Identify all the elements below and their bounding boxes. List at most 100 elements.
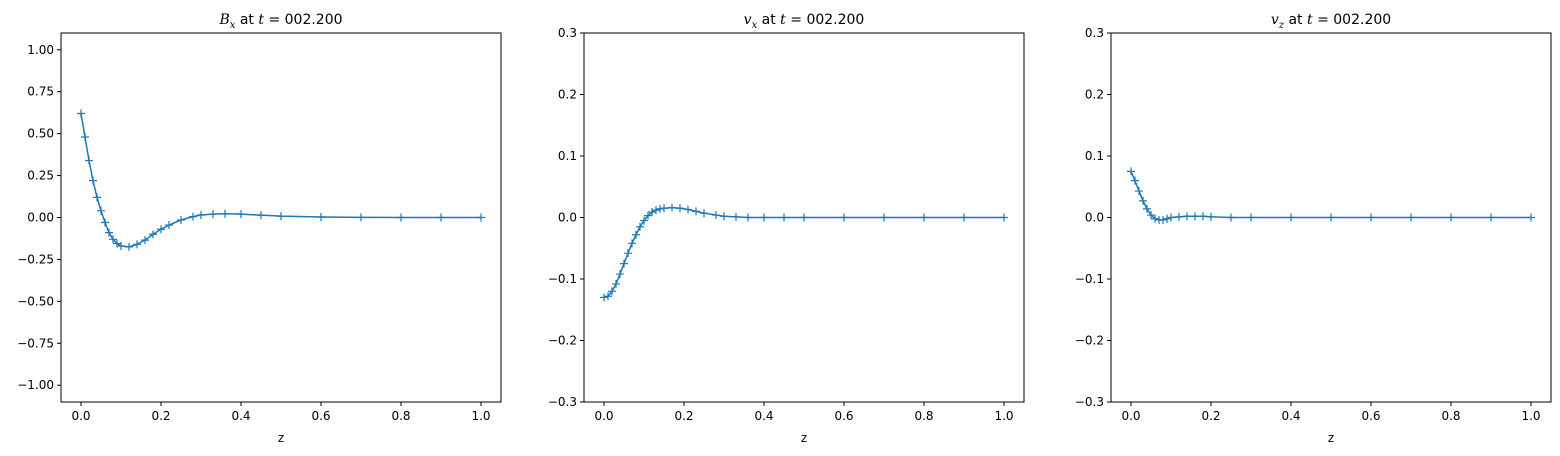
data-point <box>1199 212 1207 221</box>
data-point <box>1139 196 1147 205</box>
data-point <box>477 213 485 222</box>
y-tick-label: −0.3 <box>1075 395 1104 409</box>
x-tick-label: 0.8 <box>914 409 933 423</box>
data-point <box>620 259 628 268</box>
title-symbol: v <box>1271 12 1279 28</box>
data-point <box>397 213 405 222</box>
data-point <box>1147 211 1155 220</box>
title-mid: at <box>235 12 258 28</box>
x-tick-label: 1.0 <box>471 409 490 423</box>
data-point <box>648 207 656 216</box>
data-point <box>880 213 888 222</box>
data-point <box>157 225 165 234</box>
y-tick-label: 0.0 <box>1085 211 1104 225</box>
title-symbol: v <box>744 12 752 28</box>
data-point <box>221 209 229 218</box>
data-point <box>1131 176 1139 185</box>
data-point <box>656 204 664 213</box>
y-tick-label: 0.1 <box>1085 149 1104 163</box>
title-time-value: = 002.200 <box>786 12 865 28</box>
data-point <box>1143 204 1151 213</box>
data-point <box>700 209 708 218</box>
data-point <box>660 204 668 213</box>
y-tick-label: −0.1 <box>1075 272 1104 286</box>
x-tick-label: 0.6 <box>1361 409 1380 423</box>
data-point <box>357 213 365 222</box>
data-point <box>165 221 173 230</box>
data-point <box>1527 213 1535 222</box>
x-tick-label: 1.0 <box>1521 409 1540 423</box>
x-tick-label: 0.0 <box>71 409 90 423</box>
title-time-symbol: t <box>258 12 264 28</box>
data-point <box>125 242 133 251</box>
data-point <box>1367 213 1375 222</box>
chart-title: vx at t = 002.200 <box>744 12 865 31</box>
data-point <box>712 211 720 220</box>
x-tick-label: 0.2 <box>1201 409 1220 423</box>
x-tick-label: 0.4 <box>231 409 250 423</box>
title-subscript: x <box>230 20 236 31</box>
y-tick-label: −0.50 <box>17 294 54 308</box>
title-symbol: B <box>218 12 229 28</box>
data-point <box>1159 215 1167 224</box>
y-tick-label: −0.25 <box>17 252 54 266</box>
data-point <box>628 239 636 248</box>
y-tick-label: −0.2 <box>1075 334 1104 348</box>
data-point <box>1447 213 1455 222</box>
chart-title: vz at t = 002.200 <box>1271 12 1391 31</box>
data-point <box>141 236 149 245</box>
data-point <box>197 210 205 219</box>
data-point <box>97 206 105 215</box>
x-tick-label: 0.8 <box>1441 409 1460 423</box>
x-axis-label: z <box>1328 431 1334 445</box>
data-point <box>644 211 652 220</box>
y-tick-label: −0.75 <box>17 336 54 350</box>
data-point <box>1327 213 1335 222</box>
data-point <box>780 213 788 222</box>
y-tick-label: 1.00 <box>27 43 54 57</box>
y-tick-label: 0.3 <box>1085 26 1104 40</box>
data-point <box>437 213 445 222</box>
data-point <box>117 242 125 251</box>
data-point <box>105 228 113 237</box>
data-point <box>676 204 684 213</box>
title-time-symbol: t <box>780 12 786 28</box>
data-point <box>636 222 644 231</box>
data-point <box>604 292 612 301</box>
data-point <box>960 213 968 222</box>
data-point <box>920 213 928 222</box>
title-time-value: = 002.200 <box>264 12 343 28</box>
y-tick-label: 0.2 <box>1085 88 1104 102</box>
data-point <box>1127 167 1135 176</box>
data-point <box>640 216 648 225</box>
data-point <box>1151 214 1159 223</box>
data-point <box>109 235 117 244</box>
data-point <box>652 206 660 215</box>
data-point <box>149 230 157 239</box>
data-point <box>257 211 265 220</box>
x-axis-label: z <box>278 431 284 445</box>
x-tick-label: 0.6 <box>311 409 330 423</box>
data-point <box>668 203 676 212</box>
data-point <box>1000 213 1008 222</box>
y-tick-label: 0.00 <box>27 211 54 225</box>
data-point <box>1167 213 1175 222</box>
data-point <box>720 212 728 221</box>
chart-title: Bx at t = 002.200 <box>218 12 342 31</box>
data-point <box>89 176 97 185</box>
data-point <box>77 109 85 118</box>
data-point <box>692 207 700 216</box>
x-tick-label: 0.4 <box>1281 409 1300 423</box>
data-point <box>1175 212 1183 221</box>
data-point <box>85 156 93 165</box>
x-tick-label: 0.8 <box>391 409 410 423</box>
x-tick-label: 0.4 <box>754 409 773 423</box>
y-tick-label: 0.2 <box>558 88 577 102</box>
chart-panel-2: 0.0 0.2 0.4 0.6 0.8 1.0 0.3 0.2 0.1 0.0 −0.1 −0.2 −0… <box>548 12 1025 445</box>
title-mid: at <box>757 12 780 28</box>
data-point <box>189 212 197 221</box>
series-line <box>80 113 481 248</box>
y-tick-label: 0.75 <box>27 85 54 99</box>
data-point <box>732 212 740 221</box>
